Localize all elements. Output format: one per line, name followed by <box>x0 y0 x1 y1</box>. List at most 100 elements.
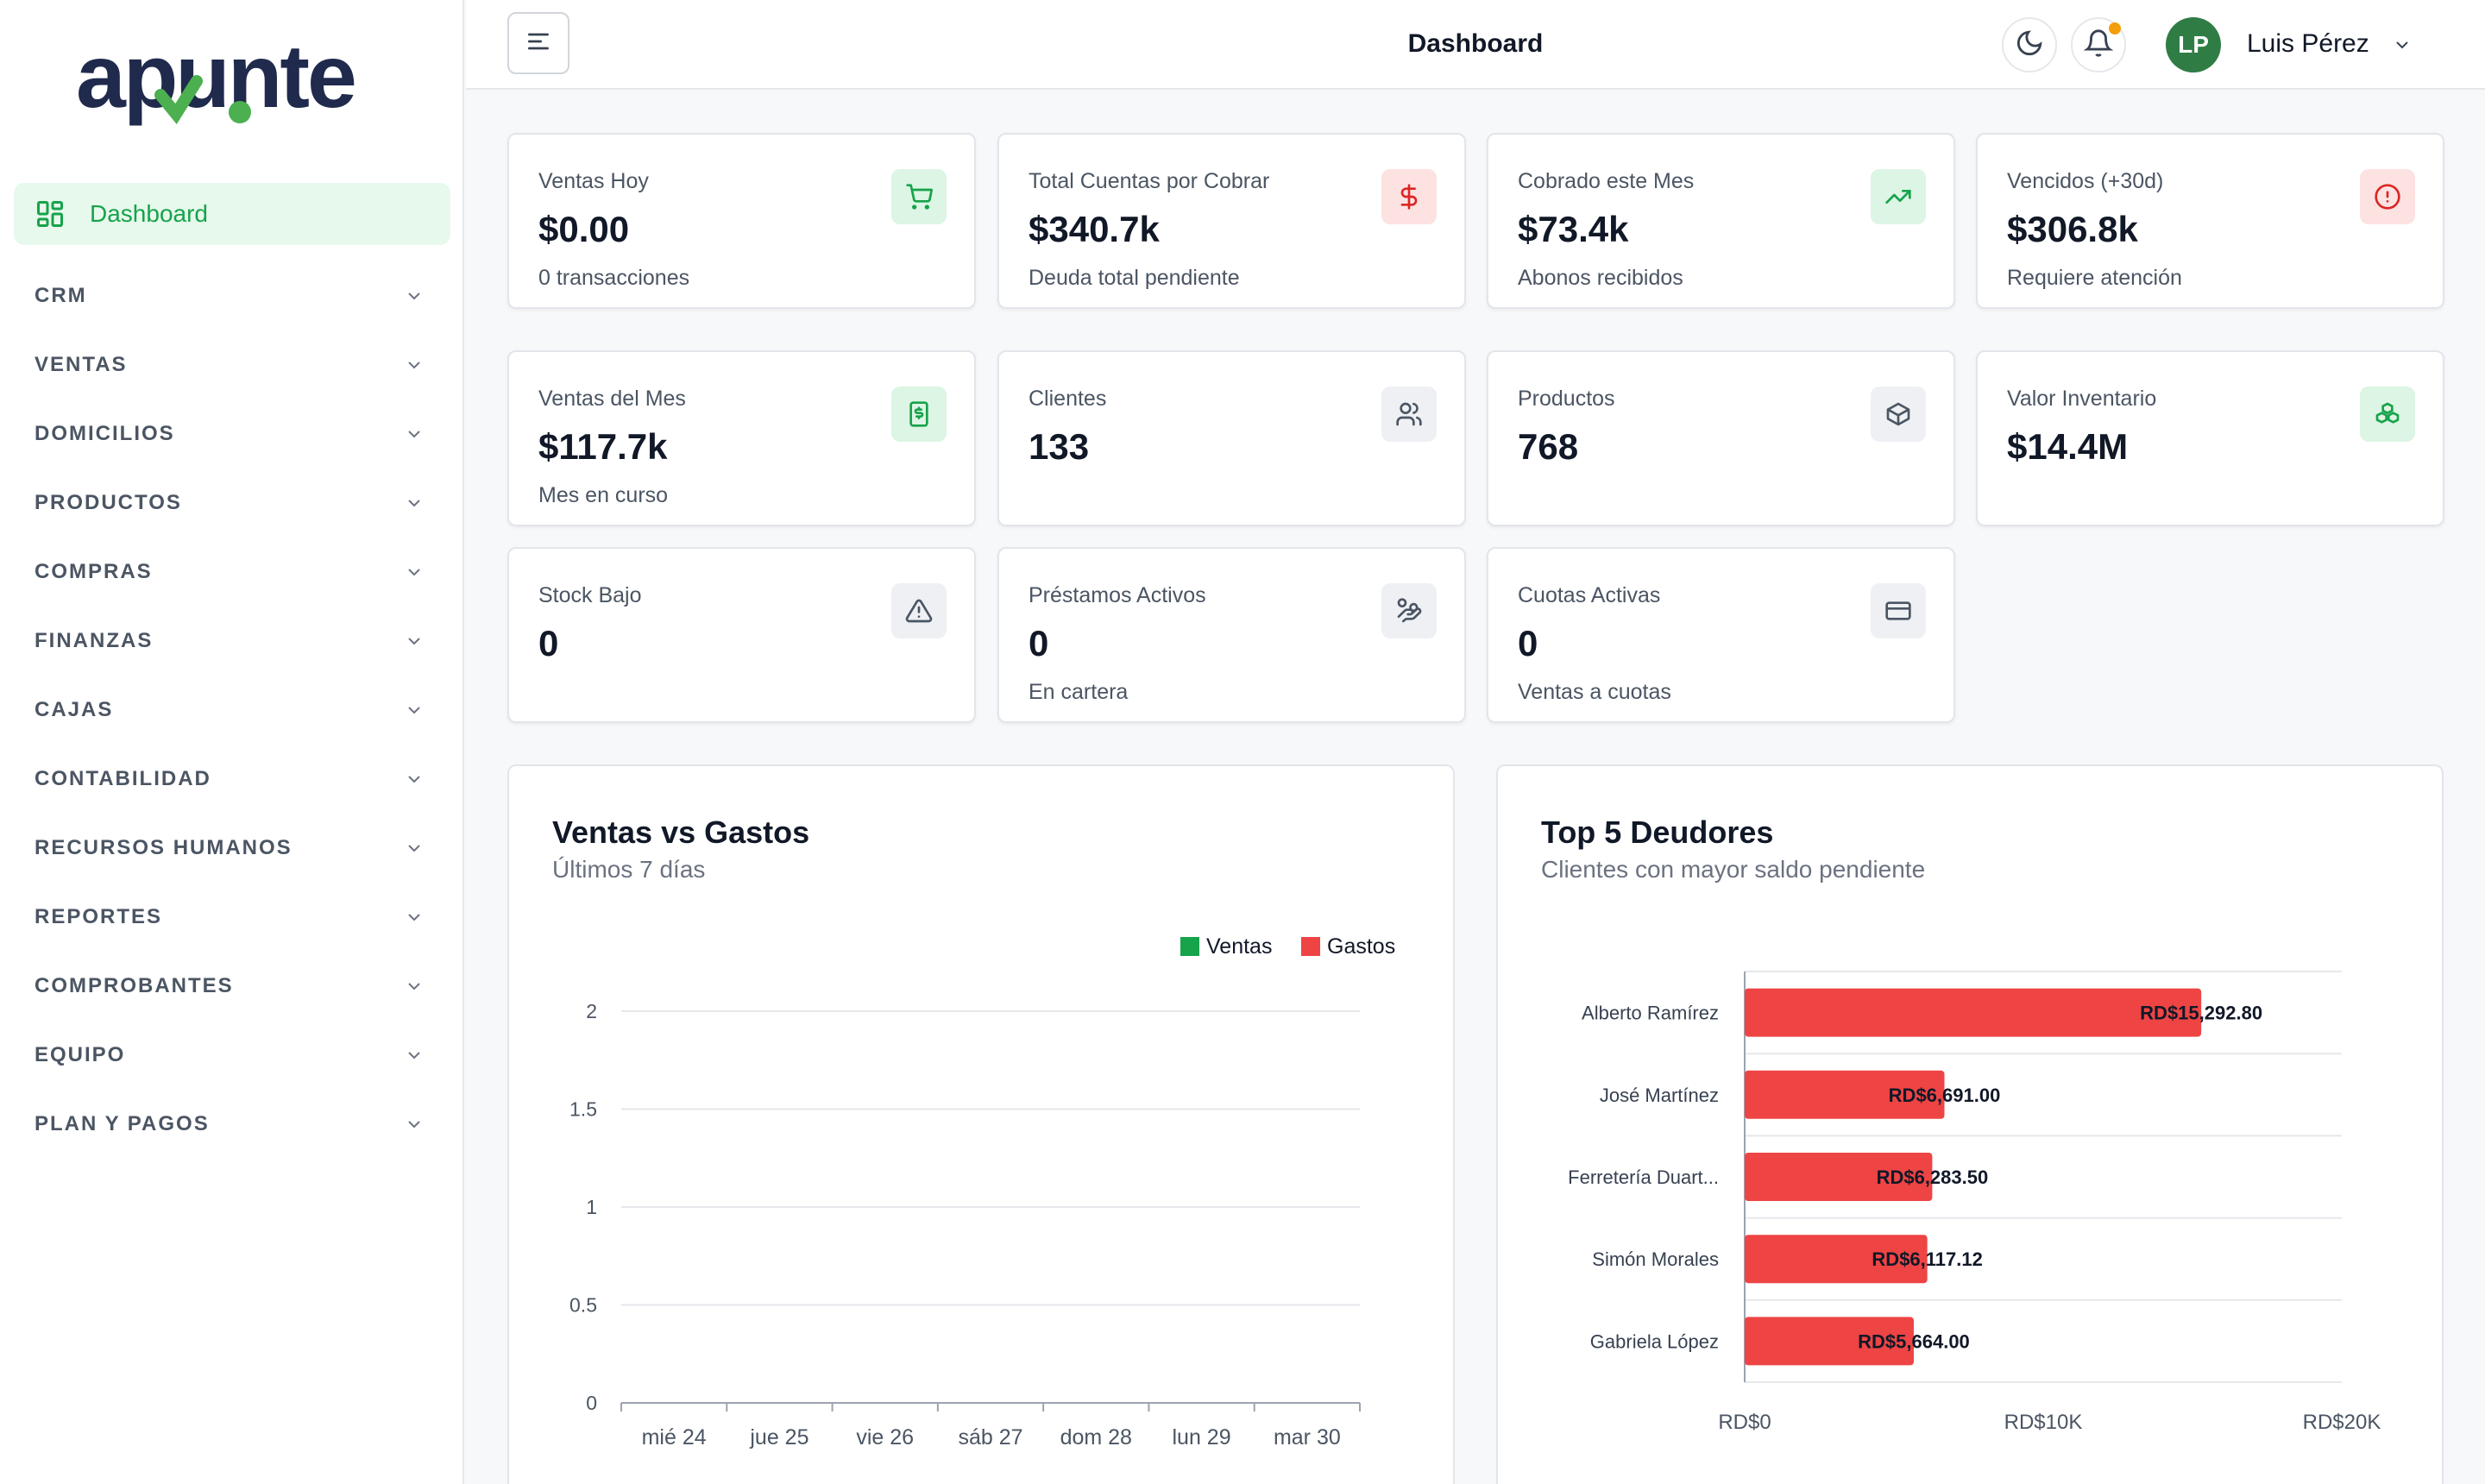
y-tick-label: 2 <box>586 1000 597 1022</box>
stat-label: Valor Inventario <box>2007 387 2157 411</box>
x-tick-label: mar 30 <box>1274 1425 1341 1449</box>
sidebar-item-compras[interactable]: COMPRAS <box>0 538 462 607</box>
stat-value: $117.7k <box>538 426 668 467</box>
stat-card-cuentas-por-cobrar: Total Cuentas por Cobrar $340.7k Deuda t… <box>997 133 1466 309</box>
panel-subtitle: Clientes con mayor saldo pendiente <box>1541 856 1926 883</box>
x-tick-label: sáb 27 <box>958 1425 1022 1449</box>
data-label: RD$6,283.50 <box>1877 1166 1989 1188</box>
legend-label: Gastos <box>1327 934 1395 959</box>
bell-icon <box>2083 28 2114 62</box>
stat-value: $14.4M <box>2007 426 2129 467</box>
sidebar-item-equipo[interactable]: EQUIPO <box>0 1021 462 1090</box>
stat-value: 133 <box>1029 426 1090 467</box>
avatar[interactable]: LP <box>2166 17 2221 72</box>
chevron-down-icon <box>404 838 425 858</box>
sidebar-item-label: CAJAS <box>35 698 114 721</box>
stat-card-stock-bajo: Stock Bajo 0 <box>507 547 976 723</box>
notifications-button[interactable] <box>2071 17 2126 72</box>
sidebar-item-recursos-humanos[interactable]: RECURSOS HUMANOS <box>0 814 462 883</box>
user-name[interactable]: Luis Pérez <box>2247 29 2369 58</box>
panel-subtitle: Últimos 7 días <box>552 856 706 883</box>
chevron-down-icon <box>404 1045 425 1066</box>
sidebar-item-label: COMPROBANTES <box>35 974 234 997</box>
sidebar-item-label: Dashboard <box>90 200 208 227</box>
data-label: RD$6,117.12 <box>1872 1248 1982 1270</box>
sidebar-item-domicilios[interactable]: DOMICILIOS <box>0 399 462 468</box>
boxes-icon <box>2360 387 2415 442</box>
sidebar-item-plan-y-pagos[interactable]: PLAN Y PAGOS <box>0 1090 462 1159</box>
sidebar-item-ventas[interactable]: VENTAS <box>0 330 462 399</box>
sidebar-item-cajas[interactable]: CAJAS <box>0 676 462 745</box>
stat-label: Ventas del Mes <box>538 387 686 411</box>
stat-label: Préstamos Activos <box>1029 583 1206 607</box>
hand-coins-icon <box>1381 583 1437 638</box>
x-tick-label: mié 24 <box>642 1425 707 1449</box>
y-tick-label: Ferretería Duart... <box>1568 1166 1719 1188</box>
y-tick-label: 1.5 <box>569 1098 597 1121</box>
data-label: RD$15,292.80 <box>2140 1003 2262 1024</box>
legend-label: Ventas <box>1206 934 1272 959</box>
chevron-down-icon <box>404 907 425 928</box>
y-tick-label: Alberto Ramírez <box>1582 1003 1719 1024</box>
sidebar-item-dashboard[interactable]: Dashboard <box>14 183 450 245</box>
debtor-bar <box>1745 988 2202 1037</box>
panel-title: Top 5 Deudores <box>1541 814 1774 850</box>
x-tick-label: RD$20K <box>2303 1411 2381 1434</box>
stat-card-ventas-mes: Ventas del Mes $117.7k Mes en curso <box>507 350 976 526</box>
sidebar-item-label: EQUIPO <box>35 1043 126 1066</box>
y-tick-label: 0 <box>586 1392 597 1414</box>
chevron-down-icon <box>404 424 425 444</box>
sidebar-item-crm[interactable]: CRM <box>0 261 462 330</box>
y-tick-label: José Martínez <box>1600 1085 1719 1106</box>
top-debtors-chart: Alberto Ramírez RD$15,292.80 José Martínez… <box>1568 971 2381 1434</box>
panel-title: Ventas vs Gastos <box>552 814 810 850</box>
x-tick-label: jue 25 <box>749 1425 808 1449</box>
sidebar-item-label: REPORTES <box>35 905 163 928</box>
y-tick-label: Gabriela López <box>1590 1330 1719 1352</box>
stat-label: Vencidos (+30d) <box>2007 169 2164 193</box>
credit-card-icon <box>1871 583 1926 638</box>
chevron-down-icon <box>404 769 425 789</box>
chevron-down-icon <box>404 562 425 582</box>
sidebar-item-contabilidad[interactable]: CONTABILIDAD <box>0 745 462 814</box>
dollar-icon <box>1381 169 1437 224</box>
sidebar-item-productos[interactable]: PRODUCTOS <box>0 468 462 538</box>
chevron-down-icon <box>404 493 425 513</box>
stat-subtext: Requiere atención <box>2007 266 2182 290</box>
stat-value: $73.4k <box>1518 209 1629 249</box>
dashboard-grid-icon <box>35 198 66 230</box>
stat-value: 0 <box>538 623 559 663</box>
stat-label: Stock Bajo <box>538 583 642 607</box>
sidebar-item-finanzas[interactable]: FINANZAS <box>0 607 462 676</box>
sidebar-item-label: CRM <box>35 284 87 307</box>
stat-subtext: En cartera <box>1029 680 1129 704</box>
receipt-icon <box>891 387 947 442</box>
cart-icon <box>891 169 947 224</box>
sidebar-item-label: FINANZAS <box>35 629 154 652</box>
sidebar-item-label: DOMICILIOS <box>35 422 175 445</box>
stat-label: Productos <box>1518 387 1615 411</box>
stat-value: $306.8k <box>2007 209 2138 249</box>
brand-logo[interactable]: apunte <box>76 27 397 138</box>
sidebar-item-label: VENTAS <box>35 353 128 376</box>
stat-card-productos: Productos 768 <box>1487 350 1955 526</box>
theme-toggle-button[interactable] <box>2002 17 2057 72</box>
stat-subtext: Ventas a cuotas <box>1518 680 1671 704</box>
x-tick-label: vie 26 <box>856 1425 914 1449</box>
legend-swatch <box>1301 937 1320 956</box>
chevron-down-icon[interactable] <box>2392 35 2413 55</box>
sidebar-item-reportes[interactable]: REPORTES <box>0 883 462 952</box>
svg-text:apunte: apunte <box>76 35 355 127</box>
legend-swatch <box>1180 937 1199 956</box>
debtor-bar <box>1745 1235 1928 1284</box>
sidebar-item-label: COMPRAS <box>35 560 153 583</box>
x-tick-label: RD$10K <box>2004 1411 2083 1434</box>
y-tick-label: 1 <box>586 1196 597 1218</box>
sidebar-item-comprobantes[interactable]: COMPROBANTES <box>0 952 462 1021</box>
sidebar-nav: CRM VENTAS DOMICILIOS PRODUCTOS COMPRAS … <box>0 261 462 1159</box>
trending-up-icon <box>1871 169 1926 224</box>
menu-toggle-button[interactable] <box>507 12 569 74</box>
sidebar: apunte Dashboard CRM VENTAS DOMICILIOS P… <box>0 0 464 1484</box>
sidebar-item-label: CONTABILIDAD <box>35 767 211 790</box>
stat-card-clientes: Clientes 133 <box>997 350 1466 526</box>
